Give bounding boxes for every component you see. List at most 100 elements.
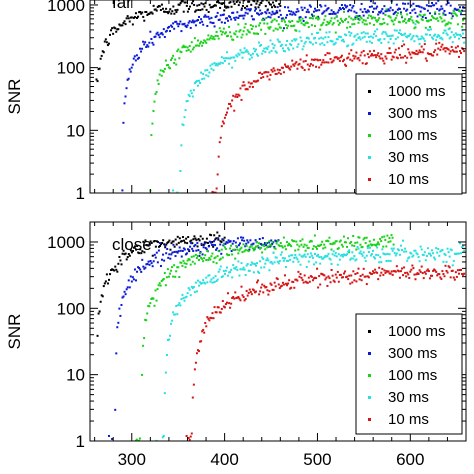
point-300-ms bbox=[236, 11, 239, 14]
point-100-ms bbox=[350, 17, 353, 20]
point-30-ms bbox=[262, 257, 265, 260]
point-30-ms bbox=[298, 253, 301, 256]
point-300-ms bbox=[360, 2, 363, 5]
point-1000-ms bbox=[112, 268, 115, 271]
point-30-ms bbox=[449, 248, 452, 251]
point-10-ms bbox=[408, 276, 411, 279]
point-300-ms bbox=[291, 13, 294, 16]
point-30-ms bbox=[289, 42, 292, 45]
point-10-ms bbox=[413, 273, 416, 276]
point-100-ms bbox=[315, 17, 318, 20]
point-10-ms bbox=[432, 54, 435, 57]
point-30-ms bbox=[256, 262, 259, 265]
point-100-ms bbox=[205, 41, 208, 44]
point-30-ms bbox=[368, 40, 371, 43]
point-100-ms bbox=[237, 23, 240, 26]
point-300-ms bbox=[251, 243, 254, 246]
point-10-ms bbox=[402, 274, 405, 277]
point-300-ms bbox=[271, 242, 274, 245]
point-100-ms bbox=[236, 248, 239, 251]
point-30-ms bbox=[320, 256, 323, 259]
point-100-ms bbox=[355, 248, 358, 251]
point-300-ms bbox=[215, 15, 218, 18]
point-30-ms bbox=[311, 43, 314, 46]
point-300-ms bbox=[344, 4, 347, 7]
point-10-ms bbox=[353, 279, 356, 282]
point-100-ms bbox=[221, 31, 224, 34]
point-10-ms bbox=[392, 270, 395, 273]
point-10-ms bbox=[365, 283, 368, 286]
point-30-ms bbox=[258, 41, 261, 44]
point-1000-ms bbox=[181, 0, 184, 3]
point-100-ms bbox=[431, 15, 434, 18]
point-30-ms bbox=[369, 35, 372, 38]
point-300-ms bbox=[296, 8, 299, 11]
point-300-ms bbox=[263, 242, 266, 245]
point-30-ms bbox=[412, 254, 415, 257]
point-100-ms bbox=[298, 245, 301, 248]
point-300-ms bbox=[361, 10, 364, 13]
point-10-ms bbox=[267, 71, 270, 74]
point-100-ms bbox=[179, 261, 182, 264]
point-300-ms bbox=[237, 244, 240, 247]
point-1000-ms bbox=[175, 243, 178, 246]
point-10-ms bbox=[430, 274, 432, 277]
point-10-ms bbox=[333, 56, 336, 59]
point-100-ms bbox=[208, 256, 211, 259]
point-100-ms bbox=[195, 44, 198, 47]
point-300-ms bbox=[162, 253, 165, 256]
point-300-ms bbox=[148, 263, 151, 266]
point-10-ms bbox=[304, 280, 307, 283]
point-100-ms bbox=[378, 17, 381, 20]
point-100-ms bbox=[356, 16, 359, 19]
point-100-ms bbox=[382, 18, 385, 21]
point-10-ms bbox=[292, 63, 295, 66]
point-30-ms bbox=[406, 259, 409, 262]
point-30-ms bbox=[232, 56, 235, 59]
point-100-ms bbox=[285, 241, 288, 244]
point-1000-ms bbox=[201, 237, 204, 240]
point-100-ms bbox=[247, 30, 250, 33]
point-100-ms bbox=[210, 255, 213, 258]
point-100-ms bbox=[235, 245, 238, 247]
point-30-ms bbox=[370, 253, 373, 256]
point-100-ms bbox=[300, 243, 303, 246]
point-10-ms bbox=[334, 56, 337, 59]
point-30-ms bbox=[323, 256, 326, 259]
point-100-ms bbox=[149, 302, 152, 305]
point-1000-ms bbox=[213, 4, 216, 7]
point-30-ms bbox=[357, 37, 360, 40]
point-10-ms bbox=[435, 42, 438, 45]
point-30-ms bbox=[414, 249, 417, 252]
point-100-ms bbox=[322, 247, 325, 250]
point-30-ms bbox=[277, 262, 280, 265]
point-10-ms bbox=[441, 270, 444, 273]
legend-marker bbox=[368, 396, 371, 399]
point-100-ms bbox=[367, 14, 370, 17]
point-30-ms bbox=[316, 254, 319, 257]
point-10-ms bbox=[457, 55, 460, 58]
point-30-ms bbox=[407, 34, 410, 37]
point-300-ms bbox=[340, 3, 343, 6]
point-10-ms bbox=[415, 49, 418, 52]
point-300-ms bbox=[197, 249, 200, 252]
point-30-ms bbox=[327, 36, 330, 39]
point-100-ms bbox=[303, 243, 306, 246]
point-1000-ms bbox=[224, 5, 227, 8]
point-300-ms bbox=[172, 243, 175, 246]
point-30-ms bbox=[193, 291, 196, 294]
point-10-ms bbox=[441, 43, 444, 46]
point-100-ms bbox=[141, 373, 144, 376]
point-100-ms bbox=[265, 241, 268, 244]
point-30-ms bbox=[333, 254, 336, 257]
point-1000-ms bbox=[202, 243, 205, 246]
point-30-ms bbox=[242, 266, 245, 269]
point-100-ms bbox=[443, 19, 446, 22]
point-300-ms bbox=[116, 326, 119, 329]
point-30-ms bbox=[454, 32, 457, 35]
point-30-ms bbox=[161, 436, 164, 439]
point-10-ms bbox=[293, 64, 296, 67]
point-300-ms bbox=[438, 9, 441, 12]
point-30-ms bbox=[228, 62, 231, 65]
point-100-ms bbox=[348, 15, 351, 18]
